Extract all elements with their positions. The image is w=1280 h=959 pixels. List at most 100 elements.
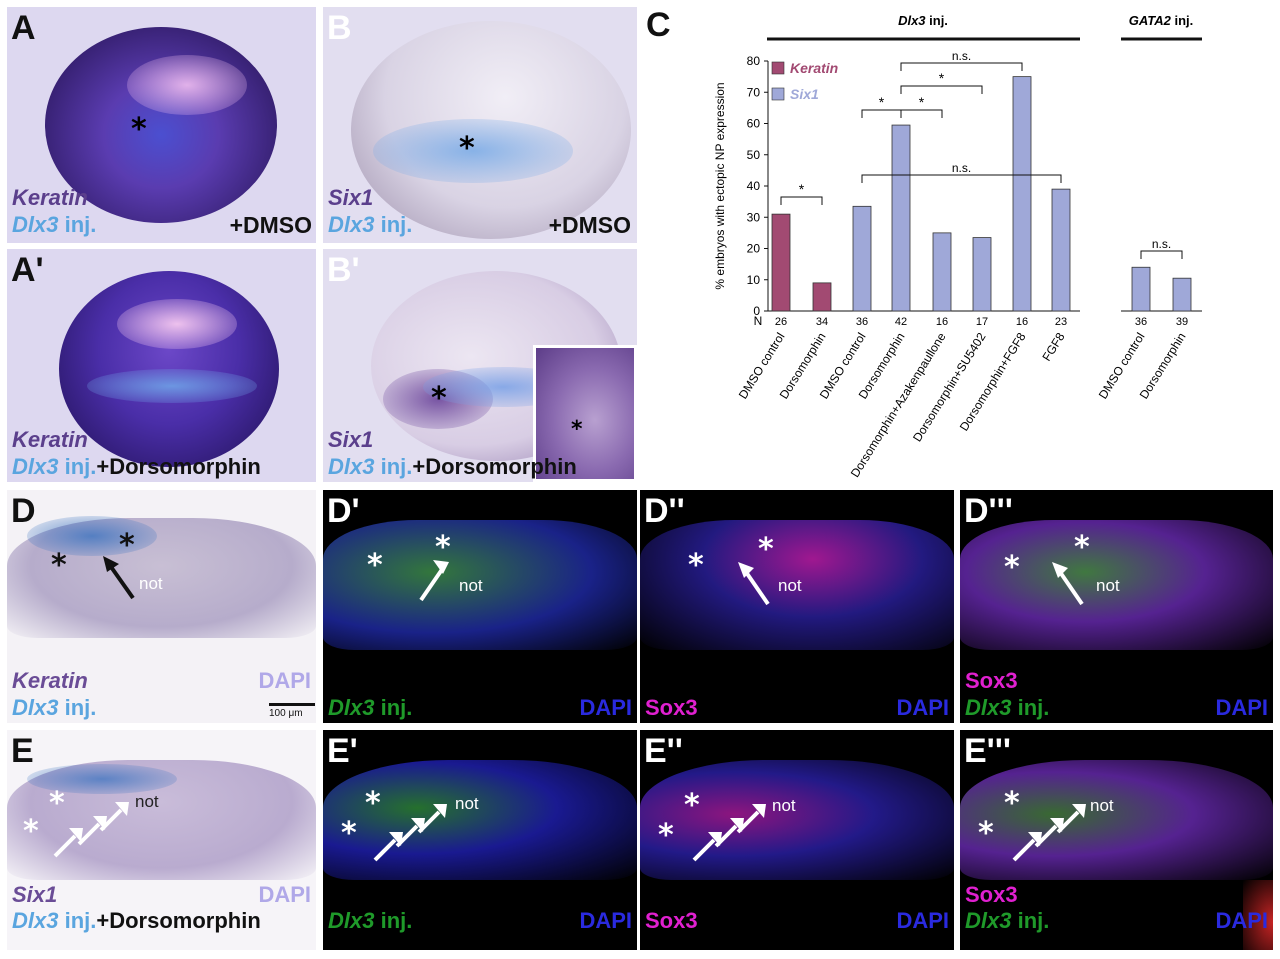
panel-letter: B: [327, 9, 352, 47]
legend-swatch: [771, 87, 785, 101]
y-tick-label: 50: [747, 148, 761, 162]
injected-gene: Dlx3: [12, 454, 59, 479]
arrow-icon: [1052, 562, 1092, 608]
group-label: Dlx3 inj.: [898, 13, 948, 28]
significance-bracket: [780, 196, 823, 205]
panel-letter: B': [327, 251, 360, 289]
injected-gene: Dlx3: [328, 908, 375, 933]
asterisk-marker: *: [459, 131, 475, 166]
panel-e-double-prime: E'' * * not Sox3 DAPI: [640, 730, 954, 950]
arrow-icon: [97, 800, 131, 834]
arrow-icon: [738, 562, 778, 608]
notochord-label: not: [135, 792, 159, 811]
panel-b: B * Six1 Dlx3 inj. +DMSO: [323, 7, 637, 243]
legend-label: Six1: [790, 86, 819, 102]
arrow-icon: [415, 802, 449, 836]
injection-label: Dlx3 inj.: [12, 212, 96, 238]
asterisk-marker: *: [367, 548, 383, 583]
asterisk-marker: *: [1004, 786, 1020, 821]
x-tick-label: FGF8: [1039, 330, 1067, 364]
panel-letter: D': [327, 492, 360, 530]
dapi-label: DAPI: [896, 908, 949, 933]
asterisk-marker: *: [131, 112, 147, 147]
dapi-label: DAPI: [579, 695, 632, 720]
bar: [891, 124, 911, 312]
panel-letter: D''': [964, 492, 1013, 530]
injected-gene: Dlx3: [965, 908, 1012, 933]
arrow-icon: [51, 826, 85, 860]
panel-c: C Dlx3 inj. GATA2 inj. 0 10 20 30 40 50 60 70 80% …: [640, 0, 1280, 488]
panel-d-triple-prime: D''' * * not Sox3 Dlx3 inj. DAPI: [960, 490, 1273, 723]
injected-gene: Dlx3: [328, 454, 375, 479]
bar: [1131, 266, 1151, 312]
legend-swatch: [771, 61, 785, 75]
injection-label: Dlx3 inj.+Dorsomorphin: [12, 908, 261, 934]
legend-label: Keratin: [790, 60, 838, 76]
injection-suffix: inj.: [374, 212, 413, 237]
panel-d-double-prime: D'' * * not Sox3 DAPI: [640, 490, 954, 723]
y-tick-label: 10: [747, 273, 761, 287]
asterisk-marker: *: [119, 528, 135, 563]
dapi-label: DAPI: [1215, 908, 1268, 933]
injection-suffix: inj.: [58, 454, 97, 479]
asterisk-marker: *: [435, 530, 451, 565]
panel-letter: E''': [964, 732, 1011, 770]
dapi-label: DAPI: [258, 668, 311, 693]
group-label: GATA2 inj.: [1129, 13, 1194, 28]
injection-label: Dlx3 inj.: [328, 212, 412, 238]
y-tick-label: 40: [747, 179, 761, 193]
panel-d: D * * not Keratin DAPI Dlx3 inj. 100 μm: [7, 490, 316, 723]
panel-b-prime: B' * * Six1 Dlx3 inj.+Dorsomorphin: [323, 249, 637, 482]
injection-suffix: inj.: [1011, 908, 1050, 933]
panel-letter: E': [327, 732, 358, 770]
tissue-section: [640, 760, 954, 880]
asterisk-marker: *: [431, 381, 447, 416]
y-tick-label: 0: [753, 304, 760, 318]
bar: [1172, 277, 1192, 312]
sox3-label: Sox3: [645, 695, 698, 720]
injection-label: Dlx3 inj.+Dorsomorphin: [12, 454, 261, 480]
treatment-label: +Dorsomorphin: [96, 454, 261, 479]
group-gene: Dlx3: [898, 13, 926, 28]
injection-suffix: inj.: [58, 212, 97, 237]
scale-bar-label: 100 μm: [269, 708, 303, 719]
dapi-label: DAPI: [258, 882, 311, 907]
injected-gene: Dlx3: [965, 695, 1012, 720]
panel-e: E * * not Six1 DAPI Dlx3 inj.+Dorsomorph…: [7, 730, 316, 950]
panel-letter: A: [11, 9, 36, 47]
asterisk-marker: *: [365, 786, 381, 821]
panel-d-prime: D' * * not Dlx3 inj. DAPI: [323, 490, 637, 723]
n-value: 16: [936, 316, 948, 328]
significance-label: n.s.: [1152, 237, 1171, 251]
notochord-label: not: [1096, 576, 1120, 595]
treatment-label: +Dorsomorphin: [96, 908, 261, 933]
n-value: 23: [1055, 316, 1067, 328]
injected-gene: Dlx3: [12, 212, 59, 237]
panel-e-triple-prime: E''' * * not Sox3 Dlx3 inj. DAPI: [960, 730, 1273, 950]
significance-label: n.s.: [952, 161, 971, 175]
panel-letter: D: [11, 492, 36, 530]
injection-suffix: inj.: [1011, 695, 1050, 720]
asterisk-marker: *: [684, 788, 700, 823]
notochord-label: not: [772, 796, 796, 815]
bar: [771, 213, 791, 312]
panel-a: A * Keratin Dlx3 inj. +DMSO: [7, 7, 316, 243]
bar: [812, 282, 832, 312]
dapi-label: DAPI: [1215, 695, 1268, 720]
dapi-label: DAPI: [896, 695, 949, 720]
tissue-section: [323, 520, 637, 650]
notochord-label: not: [455, 794, 479, 813]
arrow-icon: [103, 556, 143, 602]
injection-suffix: inj.: [374, 695, 413, 720]
gene-label: Keratin: [12, 185, 88, 210]
significance-label: *: [919, 94, 925, 110]
asterisk-marker: *: [51, 548, 67, 583]
asterisk-marker: *: [1004, 550, 1020, 585]
panel-letter: E'': [644, 732, 683, 770]
injection-suffix: inj.: [58, 695, 97, 720]
injection-label: Dlx3 inj.: [965, 695, 1049, 721]
injection-label: Dlx3 inj.+Dorsomorphin: [328, 454, 577, 480]
embryo-blue-stripe: [87, 369, 257, 403]
bar: [1012, 76, 1032, 312]
